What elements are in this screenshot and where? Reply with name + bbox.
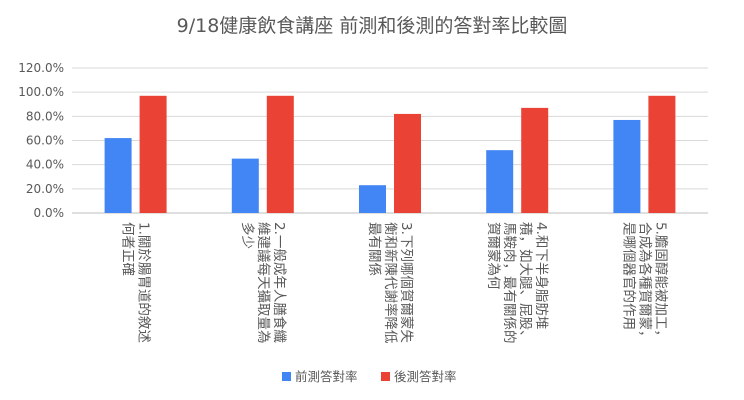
legend-label: 後測答對率: [394, 369, 457, 384]
bar-post-3: [394, 113, 421, 213]
legend-swatch: [381, 372, 390, 381]
x-category-label: 多少: [239, 222, 256, 249]
y-tick-label: 100.0%: [18, 85, 64, 99]
gridlines: [72, 67, 708, 214]
bar-pre-2: [231, 158, 259, 213]
y-tick-label: 60.0%: [26, 134, 64, 148]
bar-post-2: [266, 95, 294, 213]
x-category-label: 積，如大腿、屁股、: [517, 222, 533, 344]
x-category-label: 5.膽固醇能被加工，: [652, 222, 669, 343]
bar-post-4: [521, 107, 549, 213]
y-axis-ticks: 0.0% 20.0% 40.0% 60.0% 80.0% 100.0% 120.0%: [18, 61, 64, 220]
x-category-label: 何者正確: [120, 222, 136, 276]
y-tick-label: 20.0%: [26, 182, 64, 196]
x-category-label: 1.關於腸胃道的敘述: [136, 222, 153, 343]
bar-post-1: [139, 95, 167, 213]
bar-pre-4: [486, 150, 514, 213]
bar-post-5: [648, 95, 676, 213]
x-category-label: 4.和下半身脂肪堆: [533, 222, 549, 329]
x-category-label: 賀爾蒙為何: [485, 222, 501, 290]
legend-label: 前測答對率: [295, 369, 358, 384]
bar-pre-5: [613, 119, 641, 213]
y-tick-label: 120.0%: [18, 61, 64, 75]
x-category-label: 衡和新陳代謝率降低: [382, 222, 399, 344]
legend: 前測答對率 後測答對率: [282, 369, 457, 384]
legend-swatch: [282, 372, 291, 381]
chart-title: 9/18健康飲食講座 前測和後測的答對率比較圖: [177, 15, 568, 37]
x-category-label: 馬鞍肉，最有關係的: [501, 222, 517, 344]
x-category-label: 最有關係: [366, 222, 382, 276]
x-category-label: 合成為各種賀爾蒙，: [636, 222, 652, 344]
y-tick-label: 0.0%: [34, 206, 65, 220]
bar-pre-3: [359, 185, 386, 213]
x-category-label: 2.一般成年人膳食纖: [271, 222, 288, 343]
y-tick-label: 80.0%: [26, 109, 64, 123]
x-category-label: 3.下列哪個賀爾蒙失: [398, 222, 414, 343]
x-category-label: 維建議每天攝取量為: [255, 222, 272, 344]
bar-pre-1: [104, 138, 132, 213]
x-category-label: 是哪個器官的作用: [620, 222, 636, 330]
y-tick-label: 40.0%: [26, 158, 64, 172]
bars: [104, 95, 676, 213]
